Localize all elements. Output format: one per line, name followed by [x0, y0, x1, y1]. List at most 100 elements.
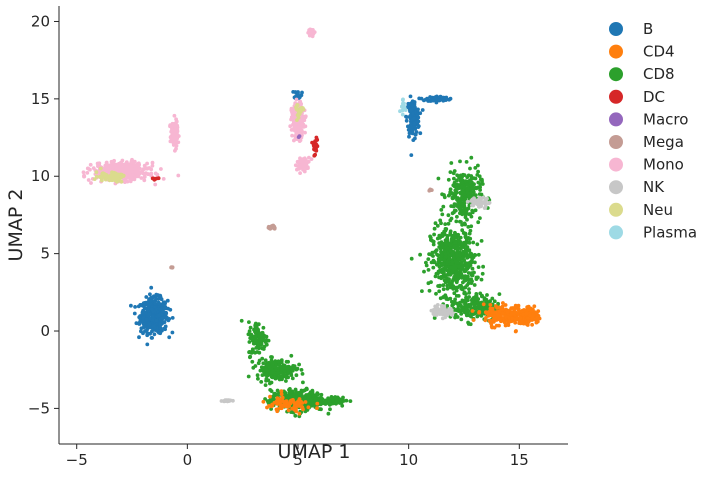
- point-cd8: [272, 375, 277, 380]
- point-cd8: [463, 231, 468, 236]
- cluster-mega-26: [266, 223, 277, 231]
- point-b: [143, 311, 148, 315]
- point-cd8: [469, 224, 474, 229]
- point-cd8: [434, 248, 439, 253]
- point-b: [161, 302, 166, 307]
- point-cd8: [478, 188, 482, 192]
- point-cd4: [535, 317, 540, 322]
- point-cd8: [476, 220, 481, 225]
- point-neu: [115, 179, 119, 184]
- legend-label: CD4: [643, 43, 675, 61]
- y-tick-label: −5: [28, 399, 50, 417]
- point-cd8: [305, 387, 309, 392]
- point-cd8: [445, 268, 450, 273]
- point-cd8: [269, 358, 274, 363]
- point-cd8: [438, 283, 442, 288]
- point-cd8: [467, 248, 472, 253]
- point-b: [162, 320, 167, 325]
- point-cd4: [274, 399, 279, 404]
- legend-item-dc: DC: [609, 88, 665, 106]
- point-cd4: [509, 313, 513, 317]
- point-cd8: [274, 366, 279, 371]
- point-cd4: [489, 322, 494, 326]
- point-cd8: [252, 341, 257, 346]
- point-cd8: [464, 264, 469, 269]
- point-cd8: [455, 178, 459, 183]
- point-cd8: [258, 338, 263, 342]
- point-cd8: [466, 304, 471, 309]
- point-cd4: [525, 305, 530, 309]
- point-cd8: [452, 176, 456, 181]
- point-cd8: [463, 298, 468, 303]
- point-cd8: [441, 287, 446, 292]
- point-cd8: [262, 372, 267, 377]
- point-cd4: [498, 314, 503, 318]
- point-cd8: [457, 238, 461, 243]
- point-mono: [303, 158, 308, 162]
- point-cd8: [446, 278, 451, 283]
- point-b: [408, 94, 413, 99]
- point-cd8: [453, 308, 458, 312]
- point-cd4: [494, 304, 498, 308]
- cluster-b-1: [404, 94, 425, 158]
- point-cd8: [269, 389, 274, 393]
- point-cd8: [303, 396, 307, 401]
- point-cd8: [310, 401, 315, 405]
- point-mono: [136, 164, 141, 169]
- point-mono: [124, 160, 129, 165]
- point-cd8: [476, 265, 481, 269]
- point-b: [137, 335, 141, 340]
- legend-label: DC: [643, 88, 665, 106]
- point-mono: [295, 167, 299, 172]
- point-b: [129, 303, 133, 308]
- point-cd8: [448, 187, 453, 192]
- point-cd8: [448, 190, 453, 195]
- point-cd4: [288, 401, 293, 406]
- point-mono: [109, 159, 114, 164]
- point-cd8: [454, 264, 458, 268]
- point-b: [141, 316, 146, 320]
- point-b: [441, 98, 446, 103]
- point-cd8: [437, 289, 442, 294]
- point-cd4: [294, 406, 298, 411]
- point-cd8: [249, 333, 253, 338]
- point-b: [437, 98, 441, 102]
- point-cd8: [448, 233, 453, 237]
- point-mono: [150, 163, 155, 168]
- point-cd8: [264, 338, 269, 343]
- point-cd8: [424, 260, 428, 265]
- point-mono: [175, 123, 180, 128]
- point-cd8: [248, 325, 253, 330]
- point-cd8: [247, 320, 251, 324]
- point-cd8: [447, 256, 452, 261]
- point-cd8: [478, 177, 483, 182]
- point-cd8: [260, 356, 265, 361]
- point-b: [157, 302, 162, 306]
- point-cd8: [468, 263, 473, 268]
- cluster-cd8-10: [326, 395, 353, 406]
- legend-item-plasma: Plasma: [609, 223, 697, 241]
- point-cd4: [525, 322, 529, 327]
- point-nk: [449, 312, 453, 317]
- point-b: [411, 116, 416, 121]
- point-b: [139, 319, 144, 324]
- legend-marker: [609, 22, 623, 36]
- point-cd8: [288, 391, 292, 396]
- point-cd8: [326, 411, 331, 416]
- point-cd8: [450, 260, 455, 264]
- point-mega: [170, 265, 175, 270]
- point-b: [416, 107, 420, 112]
- point-cd8: [471, 240, 476, 245]
- point-mono: [149, 167, 154, 172]
- point-b: [412, 121, 417, 126]
- point-cd8: [430, 250, 435, 255]
- point-cd8: [446, 193, 451, 198]
- point-cd8: [497, 292, 502, 296]
- point-mono: [142, 178, 147, 183]
- point-b: [406, 105, 411, 110]
- point-cd8: [462, 211, 467, 216]
- point-cd8: [470, 256, 475, 261]
- point-cd8: [260, 331, 264, 335]
- point-cd8: [473, 176, 478, 181]
- point-cd4: [520, 319, 525, 324]
